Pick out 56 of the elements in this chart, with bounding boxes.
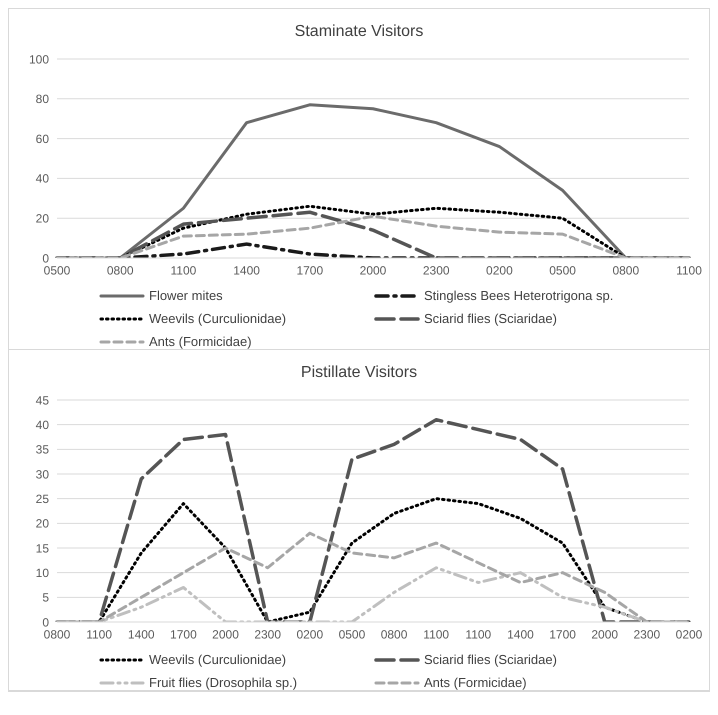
y-tick-label: 15 [36, 541, 50, 556]
x-tick-label: 0800 [380, 628, 408, 642]
legend-label: Sciarid flies (Sciaridae) [424, 311, 557, 326]
y-tick-label: 30 [36, 467, 50, 482]
x-tick-label: 1400 [128, 628, 155, 642]
legend-label: Fruit flies (Drosophila sp.) [149, 675, 298, 690]
x-tick-label: 1100 [676, 264, 702, 278]
x-tick-label: 2000 [360, 264, 387, 278]
legend-label: Weevils (Curculionidae) [149, 311, 286, 326]
x-tick-label: 2300 [422, 264, 450, 278]
legend-label: Ants (Formicidae) [149, 334, 252, 349]
x-tick-label: 0800 [106, 264, 134, 278]
legend-label: Weevils (Curculionidae) [149, 652, 286, 667]
y-tick-label: 10 [36, 566, 50, 580]
chart-title: Staminate Visitors [294, 22, 424, 42]
y-tick-label: 100 [28, 52, 50, 66]
x-tick-label: 1400 [233, 264, 260, 278]
x-tick-label: 2000 [591, 628, 618, 642]
x-tick-label: 1700 [549, 628, 576, 642]
legend-label: Ants (Formicidae) [424, 675, 527, 690]
line-series [56, 532, 690, 622]
x-tick-label: 0500 [44, 264, 71, 278]
x-tick-label: 1100 [86, 628, 112, 642]
y-tick-label: 35 [36, 442, 50, 457]
legend-label: Sciarid flies (Sciaridae) [424, 652, 557, 667]
x-tick-label: 0200 [486, 264, 514, 278]
y-tick-label: 40 [36, 418, 50, 432]
line-series [55, 418, 691, 622]
x-tick-label: 2300 [634, 628, 661, 642]
y-tick-label: 40 [36, 172, 50, 186]
y-tick-label: 45 [36, 393, 50, 408]
y-tick-label: 20 [36, 516, 50, 531]
y-tick-label: 20 [36, 211, 50, 226]
x-tick-label: 1100 [423, 628, 450, 642]
x-tick-label: 1100 [170, 264, 197, 278]
legend-label: Flower mites [149, 288, 223, 303]
legend-label: Stingless Bees Heterotrigona sp. [424, 288, 614, 303]
x-tick-label: 0500 [549, 264, 576, 278]
x-tick-label: 0200 [296, 628, 324, 642]
x-tick-label: 1700 [170, 628, 198, 642]
x-tick-label: 0800 [612, 264, 640, 278]
x-tick-label: 2300 [254, 628, 282, 642]
y-tick-label: 80 [36, 92, 50, 106]
y-tick-label: 25 [36, 492, 50, 506]
x-tick-label: 0200 [676, 628, 703, 642]
y-tick-label: 60 [36, 132, 50, 146]
y-tick-label: 0 [42, 615, 50, 630]
x-tick-label: 0800 [44, 628, 71, 642]
x-tick-label: 1400 [507, 628, 534, 642]
x-tick-label: 1100 [465, 628, 492, 642]
x-tick-label: 0500 [338, 628, 366, 642]
chart-title: Pistillate Visitors [300, 363, 418, 383]
x-tick-label: 1700 [296, 264, 324, 278]
y-tick-label: 5 [42, 590, 50, 605]
x-tick-label: 2000 [212, 628, 240, 642]
y-tick-label: 0 [42, 251, 50, 266]
